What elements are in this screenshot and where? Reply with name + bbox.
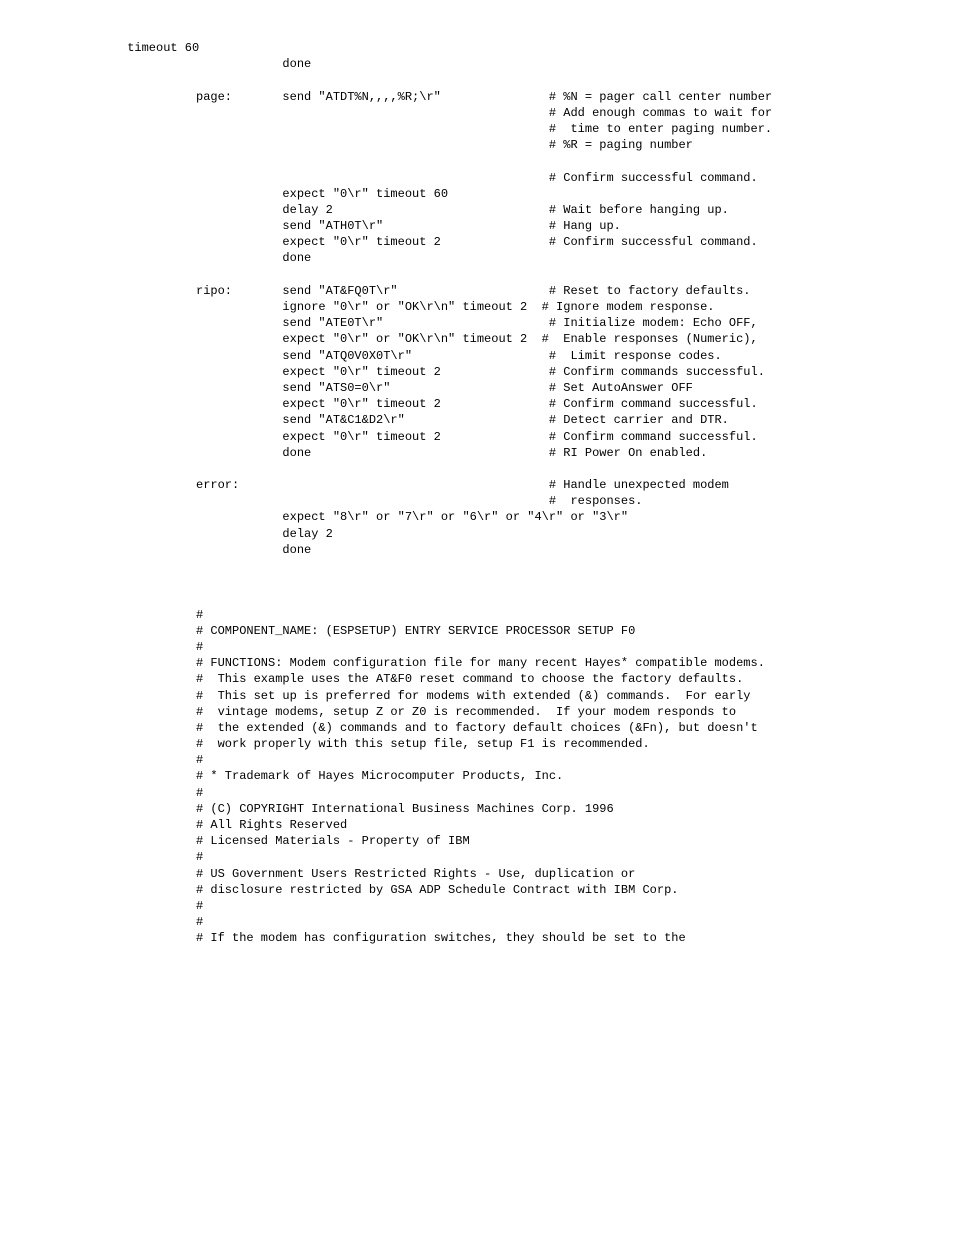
code-block: done page: send "ATDT%N,,,,%R;\r" # %N =… <box>196 56 954 946</box>
document-page: timeout 60 done page: send "ATDT%N,,,,%R… <box>0 0 954 1235</box>
code-line-top: timeout 60 <box>120 40 954 56</box>
